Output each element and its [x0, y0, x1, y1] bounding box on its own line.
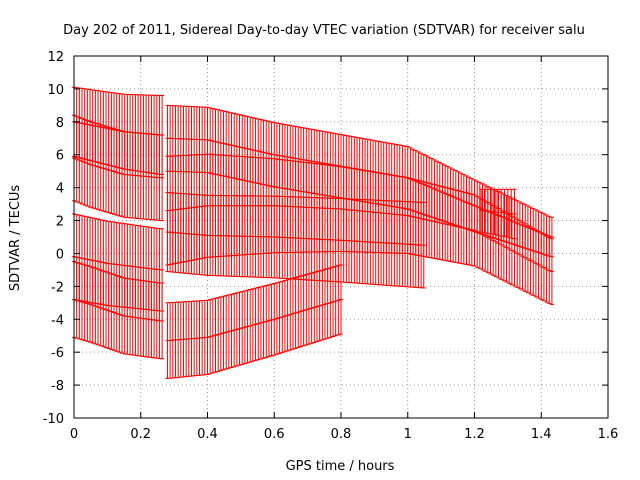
- x-tick-label: 0: [70, 427, 78, 442]
- x-tick-label: 1.6: [598, 427, 619, 442]
- x-tick-label: 0.2: [130, 427, 151, 442]
- y-tick-label: 6: [56, 149, 64, 164]
- series-satellite-9: [479, 188, 517, 240]
- y-axis-ticks: -10 -8 -6 -4 -2 0 2 4 6 8 10 12: [43, 50, 608, 427]
- y-tick-label: -8: [51, 379, 64, 394]
- y-tick-label: 10: [47, 83, 64, 98]
- x-tick-label: 0.4: [197, 427, 218, 442]
- x-tick-label: 1.2: [464, 427, 485, 442]
- chart-title: Day 202 of 2011, Sidereal Day-to-day VTE…: [63, 23, 585, 38]
- x-tick-label: 0.8: [331, 427, 352, 442]
- x-axis-ticks: 0 0.2 0.4 0.6 0.8 1 1.2 1.4 1.6: [70, 56, 618, 442]
- y-tick-label: -4: [51, 313, 64, 328]
- series-satellite-7: [165, 192, 426, 289]
- y-tick-label: 12: [47, 50, 64, 65]
- y-tick-label: -10: [43, 412, 64, 427]
- y-tick-label: 0: [56, 247, 64, 262]
- y-tick-label: 2: [56, 215, 64, 230]
- x-tick-label: 1: [404, 427, 412, 442]
- series-layer: [72, 86, 554, 380]
- y-axis-label: SDTVAR / TECUs: [8, 185, 23, 292]
- y-tick-label: 4: [56, 182, 64, 197]
- y-tick-label: 8: [56, 116, 64, 131]
- x-axis-label: GPS time / hours: [286, 459, 395, 474]
- x-tick-label: 0.6: [264, 427, 285, 442]
- y-tick-label: -2: [51, 280, 64, 295]
- series-satellite-2: [72, 114, 165, 222]
- y-tick-label: -6: [51, 346, 64, 361]
- series-satellite-8: [165, 264, 343, 380]
- x-tick-label: 1.4: [531, 427, 552, 442]
